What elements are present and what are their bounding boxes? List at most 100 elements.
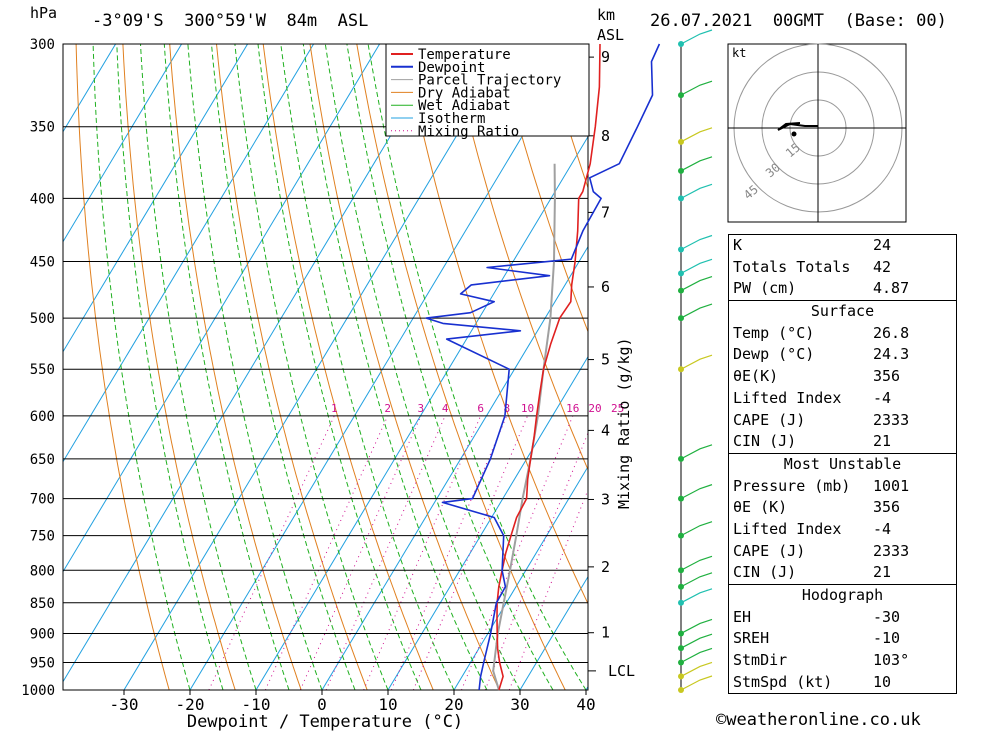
- km-tick-label: 7: [601, 203, 610, 221]
- hodograph-heading: Hodograph: [729, 584, 956, 607]
- height-unit-asl-label: ASL: [597, 26, 625, 44]
- isotherm-line: [63, 44, 117, 133]
- legend-box: [385, 43, 590, 137]
- wind-barb: [680, 661, 713, 677]
- pressure-tick-label: 900: [30, 626, 55, 642]
- mixing-ratio-label: 2: [384, 402, 391, 415]
- legend-entry: Temperature: [418, 47, 511, 63]
- pressure-tick-label: 550: [30, 362, 55, 378]
- dry-adiabat-line: [356, 44, 566, 690]
- wind-barb: [680, 156, 713, 172]
- mixing-ratio-label: 6: [477, 402, 484, 415]
- wind-barb: [680, 234, 713, 251]
- pressure-tick-label: 700: [30, 492, 55, 508]
- wind-barb: [680, 303, 713, 319]
- mixing-ratio-axis-label: Mixing Ratio (g/kg): [615, 337, 633, 509]
- mixing-ratio-label: 25: [611, 402, 624, 415]
- parcel-trajectory-line: [492, 163, 556, 691]
- pressure-tick-label: 600: [30, 409, 55, 425]
- km-tick-label: 4: [601, 421, 610, 439]
- km-tick-label: 9: [601, 48, 610, 66]
- x-tick-label: -30: [110, 695, 139, 714]
- index-row-pw: PW (cm) 4.87: [733, 279, 910, 298]
- legend-entry: Mixing Ratio: [418, 124, 519, 140]
- wind-barb: [680, 675, 713, 691]
- legend-entry: Wet Adiabat: [418, 98, 511, 114]
- surface-cape-row: CAPE (J) 2333: [733, 410, 910, 429]
- pressure-tick-label: 400: [30, 191, 55, 207]
- mu-li-row: Lifted Index -4: [733, 519, 892, 538]
- x-tick-label: 40: [576, 695, 595, 714]
- wind-profile: [678, 29, 713, 693]
- mixing-ratio-line: [508, 488, 588, 690]
- legend-entry: Isotherm: [418, 111, 485, 127]
- index-row-totals: Totals Totals 42: [733, 257, 892, 276]
- wet-adiabat-line: [367, 44, 587, 690]
- wet-adiabat-line: [92, 44, 191, 690]
- wet-adiabat-line: [257, 44, 422, 690]
- wet-adiabat-line: [163, 44, 290, 690]
- mixing-ratio-line: [208, 415, 335, 690]
- mixing-ratio-label: 20: [588, 402, 601, 415]
- mu-cape-row: CAPE (J) 2333: [733, 541, 910, 560]
- height-unit-label: km: [597, 6, 616, 24]
- hodograph-trace: [777, 122, 818, 131]
- pressure-tick-label: 450: [30, 255, 55, 271]
- hodo-stmspd-row: StmSpd (kt) 10: [733, 672, 892, 691]
- dry-adiabat-line: [496, 44, 588, 333]
- hodo-sreh-row: SREH -10: [733, 629, 901, 648]
- wet-adiabat-line: [346, 44, 554, 690]
- pressure-tick-label: 1000: [21, 683, 55, 699]
- x-axis-label: Dewpoint / Temperature (°C): [187, 712, 463, 732]
- isotherm-line: [321, 245, 588, 690]
- copyright-link[interactable]: ©weatheronline.co.uk: [716, 710, 921, 730]
- x-tick-label: -20: [176, 695, 205, 714]
- isotherm-line: [63, 44, 315, 463]
- mixing-ratio-line: [484, 431, 588, 690]
- wind-barb: [680, 183, 713, 199]
- wind-barb: [680, 521, 713, 537]
- isotherm-line: [387, 355, 588, 690]
- mixing-ratio-line: [390, 415, 508, 690]
- mixing-ratio-label: 1: [331, 402, 338, 415]
- isotherm-line: [63, 44, 381, 573]
- wind-barb: [680, 555, 713, 571]
- wet-adiabat-line: [211, 44, 356, 690]
- wind-barb: [680, 275, 713, 292]
- km-tick-label: 3: [601, 490, 610, 508]
- legend-entry: Parcel Trajectory: [418, 73, 561, 89]
- wind-barb: [680, 354, 713, 370]
- pressure-tick-label: 650: [30, 452, 55, 468]
- hodo-stmdir-row: StmDir 103°: [733, 651, 910, 670]
- wind-barb: [680, 127, 713, 143]
- pressure-tick-label: 350: [30, 120, 55, 136]
- pressure-tick-label: 300: [30, 37, 55, 53]
- surface-li-row: Lifted Index -4: [733, 388, 892, 407]
- surface-heading: Surface: [729, 300, 956, 323]
- mixing-ratio-label: 3: [417, 402, 424, 415]
- wind-barb: [680, 633, 713, 649]
- wind-barb: [680, 444, 713, 460]
- indices-table: K 24 Totals Totals 42 PW (cm) 4.87 Surface …: [728, 234, 957, 695]
- isotherm-line: [453, 465, 588, 690]
- km-tick-label: 6: [601, 278, 610, 296]
- x-tick-label: 20: [444, 695, 463, 714]
- index-row-k: K 24: [733, 236, 892, 254]
- km-tick-label: 2: [601, 558, 610, 576]
- mixing-ratio-line: [363, 415, 482, 690]
- dry-adiabat-line: [449, 44, 588, 471]
- x-tick-label: 10: [378, 695, 397, 714]
- mixing-ratio-label: 16: [566, 402, 579, 415]
- isotherm-line: [123, 44, 513, 690]
- pressure-tick-label: 950: [30, 655, 55, 671]
- lcl-label: LCL: [608, 662, 635, 680]
- wind-barb: [680, 80, 713, 96]
- pressure-unit-label: hPa: [30, 4, 58, 22]
- pressure-tick-label: 800: [30, 563, 55, 579]
- dry-adiabat-line: [403, 44, 588, 605]
- isotherm-line: [519, 575, 588, 690]
